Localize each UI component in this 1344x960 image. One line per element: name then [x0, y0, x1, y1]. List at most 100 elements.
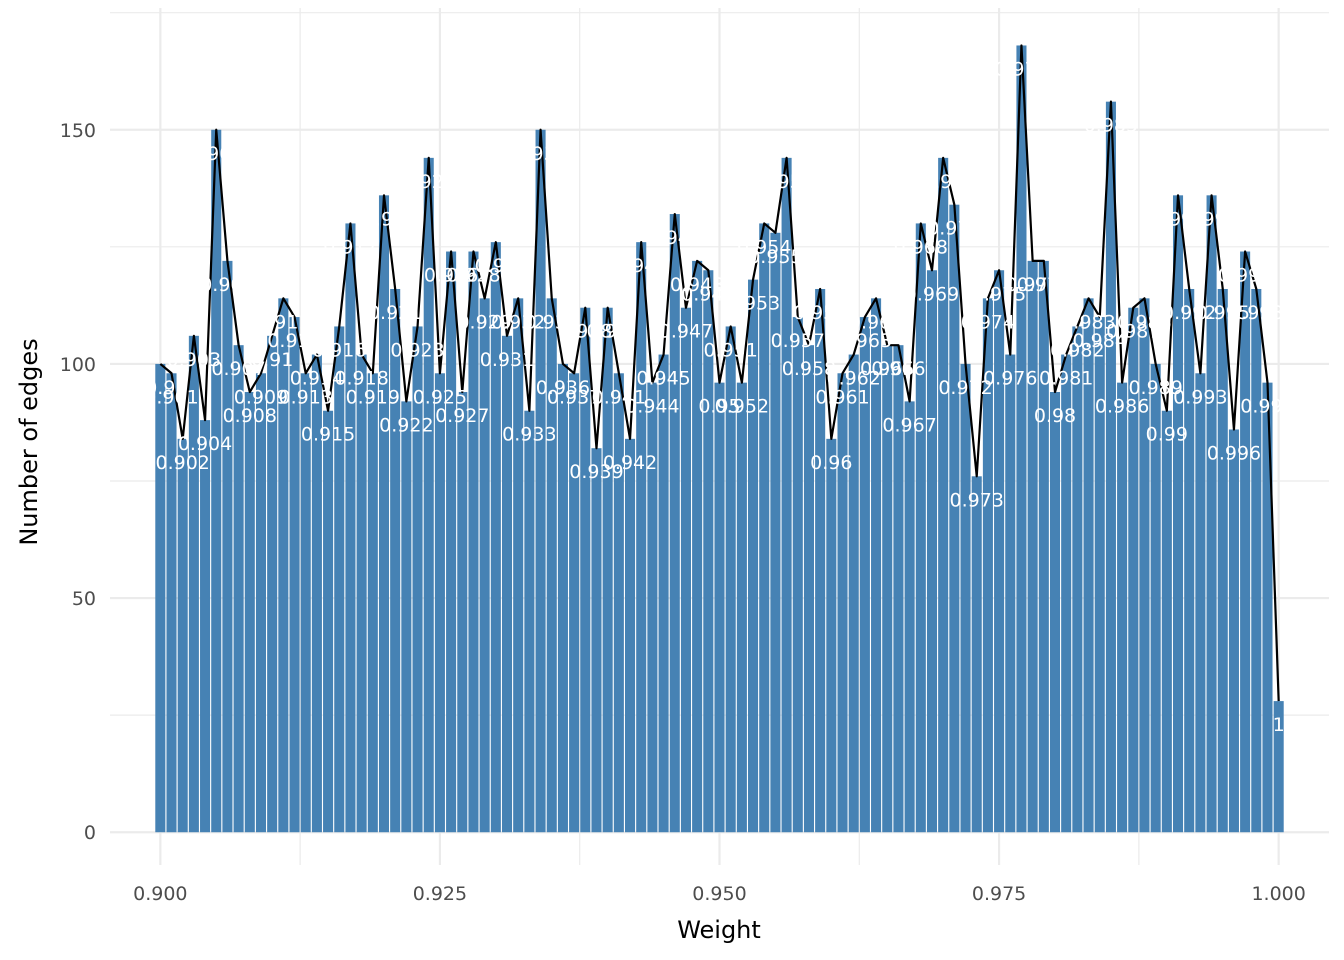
- y-tick-label: 50: [72, 588, 96, 610]
- bar-value-label: 0.92: [363, 208, 405, 230]
- histogram-bar: [1049, 392, 1061, 833]
- histogram-bar: [1184, 288, 1195, 833]
- x-axis-title: Weight: [677, 916, 761, 944]
- histogram-bar: [255, 373, 267, 833]
- bar-value-label: 0.994: [1184, 208, 1238, 230]
- histogram-bar: [971, 476, 982, 833]
- bar-value-label: 0.96: [810, 452, 852, 474]
- bar-value-label: 0.963: [838, 330, 892, 352]
- bar-value-label: 0.931: [480, 349, 534, 371]
- histogram-bar: [289, 317, 300, 833]
- bar-value-label: 0.98: [1034, 405, 1076, 427]
- bar-value-label: 0.908: [223, 405, 277, 427]
- histogram-bar: [602, 307, 613, 833]
- bar-value-label: 0.929: [457, 311, 511, 333]
- histogram-bar: [792, 317, 803, 833]
- histogram-bar: [1094, 317, 1105, 833]
- bar-value-label: 0.973: [950, 489, 1004, 511]
- histogram-bar: [714, 382, 725, 833]
- bar-value-label: 0.953: [726, 293, 780, 315]
- histogram-bar: [569, 373, 580, 833]
- bar-value-label: 0.969: [905, 283, 959, 305]
- bar-value-label: 0.965: [860, 358, 914, 380]
- bar-value-label: 0.921: [368, 302, 422, 324]
- bar-value-label: 0.922: [379, 414, 433, 436]
- bar-value-label: 0.958: [782, 358, 836, 380]
- bar-value-label: 0.996: [1207, 442, 1261, 464]
- bar-value-label: 0.986: [1095, 396, 1149, 418]
- bar-value-label: 0.978: [1005, 274, 1059, 296]
- bar-value-label: 0.917: [323, 236, 377, 258]
- histogram-bar: [490, 242, 501, 833]
- histogram-bar: [1117, 382, 1128, 833]
- count-line: [159, 44, 1280, 702]
- histogram-bar: [748, 279, 759, 833]
- bar-value-label: 0.924: [402, 171, 456, 193]
- bar-value-label: 0.942: [603, 452, 657, 474]
- histogram-bar: [1251, 288, 1262, 833]
- histogram-bar: [1262, 382, 1273, 833]
- x-tick-label: 0.975: [972, 883, 1026, 905]
- bar-value-label: 0.902: [155, 452, 209, 474]
- bar-value-label: 0.934: [513, 143, 567, 165]
- histogram-bar: [244, 392, 255, 833]
- bar-value-label: 0.94: [587, 321, 629, 343]
- bar-value-label: 0.916: [312, 339, 366, 361]
- bar-value-label: 0.982: [1050, 339, 1104, 361]
- histogram-bar: [613, 373, 624, 833]
- histogram-bar: [1128, 307, 1139, 833]
- bar-value-label: 0.939: [569, 461, 623, 483]
- histogram-bar: [1027, 260, 1038, 833]
- histogram-bar: [692, 260, 703, 833]
- histogram-bar: [300, 373, 311, 833]
- histogram-bar: [781, 157, 792, 833]
- histogram-bar: [882, 345, 893, 833]
- y-axis-tick-labels: 0 50 100 150: [60, 120, 96, 844]
- bar-value-label: 0.949: [681, 283, 735, 305]
- histogram-bar: [367, 373, 378, 833]
- bar-value-label: 0.933: [502, 424, 556, 446]
- histogram-bar: [904, 401, 915, 833]
- bar-value-label: 0.913: [279, 386, 333, 408]
- histogram-bar: [770, 232, 781, 833]
- bar-value-label: 0.99: [1146, 424, 1188, 446]
- bar-value-label: 0.999: [1240, 396, 1294, 418]
- histogram-bar: [949, 204, 960, 833]
- histogram-bar: [826, 438, 837, 833]
- bar-value-label: 0.911: [256, 311, 310, 333]
- bar-value-label: 0.935: [525, 311, 579, 333]
- bar-value-label: 0.912: [267, 330, 321, 352]
- histogram-bar: [636, 242, 647, 833]
- histogram-bar: [188, 335, 199, 833]
- bar-value-label: 0.944: [625, 396, 679, 418]
- histogram-bar: [423, 157, 434, 833]
- histogram-bar: [155, 363, 166, 833]
- bar-value-label: 0.967: [882, 414, 936, 436]
- histogram-bar: [759, 223, 770, 833]
- bar-value-label: 0.947: [659, 321, 713, 343]
- histogram-bar: [524, 410, 535, 833]
- histogram-bar: [378, 195, 390, 833]
- histogram-bar: [345, 223, 356, 833]
- histogram-bar: [501, 335, 513, 833]
- bar-value-label: 0.989: [1128, 377, 1182, 399]
- histogram-bar: [211, 129, 222, 833]
- histogram-bar: [1172, 195, 1184, 833]
- bar-value-label: 0.928: [446, 265, 500, 287]
- bar-value-label: 0.995: [1196, 302, 1250, 324]
- histogram-bar: [580, 307, 591, 833]
- bar-value-label: 0.991: [1151, 208, 1205, 230]
- bar-value-label: 0.956: [759, 171, 813, 193]
- histogram-bar: [815, 288, 826, 833]
- x-tick-label: 0.900: [133, 883, 187, 905]
- histogram-bar: [960, 363, 971, 833]
- histogram-bar: [546, 298, 557, 833]
- bar-value-label: 0.941: [592, 386, 646, 408]
- bar-value-label: 0.985: [1084, 115, 1138, 137]
- bar-value-label: 0.972: [938, 377, 992, 399]
- bar-value-label: 0.961: [815, 386, 869, 408]
- bar-value-label: 0.948: [670, 274, 724, 296]
- histogram-bar: [233, 345, 244, 833]
- histogram-bar: [1206, 195, 1217, 833]
